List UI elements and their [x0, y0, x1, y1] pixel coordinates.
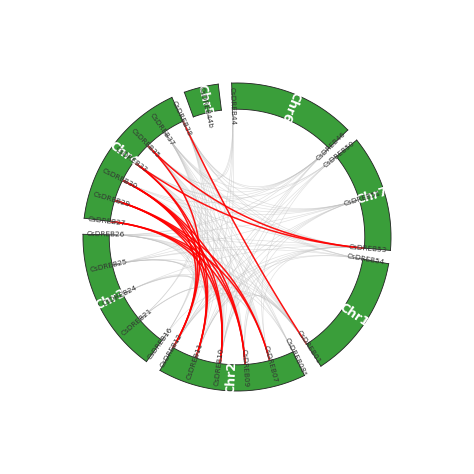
Text: Chr6: Chr6 — [278, 89, 302, 124]
Polygon shape — [337, 140, 391, 250]
Text: CsDREB38: CsDREB38 — [171, 100, 192, 137]
Text: CsDREB10: CsDREB10 — [214, 347, 225, 386]
Text: CsDREB01: CsDREB01 — [295, 329, 321, 365]
Text: Chr1: Chr1 — [337, 301, 372, 329]
Text: CsDREB44b: CsDREB44b — [198, 86, 214, 129]
Text: CsDREB35: CsDREB35 — [130, 128, 161, 159]
Text: Chr4: Chr4 — [106, 139, 140, 169]
Text: CsDREB07: CsDREB07 — [263, 345, 278, 383]
Text: Chr3: Chr3 — [93, 286, 128, 313]
Text: CsDREB08*: CsDREB08* — [283, 337, 307, 377]
Text: CsDREB37: CsDREB37 — [149, 112, 176, 146]
Text: CsDREB24: CsDREB24 — [101, 284, 138, 307]
Polygon shape — [84, 97, 183, 221]
Text: CsDREB30: CsDREB30 — [101, 168, 138, 190]
Polygon shape — [184, 84, 221, 117]
Text: CsDREB53: CsDREB53 — [348, 244, 387, 253]
Text: CsDREB27: CsDREB27 — [88, 216, 126, 226]
Text: Chr2: Chr2 — [225, 361, 239, 394]
Text: CsDREB26: CsDREB26 — [87, 231, 125, 238]
Text: CsDREB21: CsDREB21 — [120, 307, 154, 337]
Text: CsDREB16: CsDREB16 — [146, 326, 173, 360]
Polygon shape — [307, 259, 389, 366]
Text: CsDREB54: CsDREB54 — [347, 254, 385, 266]
Text: CsDREB12: CsDREB12 — [159, 333, 183, 369]
Text: CsDREB09: CsDREB09 — [241, 348, 249, 387]
Text: CsDREB46: CsDREB46 — [316, 130, 347, 161]
Text: CsDREB51: CsDREB51 — [343, 190, 382, 207]
Text: CsDREB44: CsDREB44 — [229, 87, 236, 125]
Text: CsDREB33: CsDREB33 — [114, 146, 148, 173]
Text: CsDREB25: CsDREB25 — [90, 259, 128, 273]
Polygon shape — [232, 83, 348, 148]
Text: CsDREB11: CsDREB11 — [186, 342, 204, 380]
Polygon shape — [160, 347, 304, 391]
Polygon shape — [83, 234, 162, 362]
Text: CsDREB29: CsDREB29 — [92, 191, 130, 208]
Text: Chr7: Chr7 — [354, 185, 390, 207]
Text: CsDREB50: CsDREB50 — [322, 140, 356, 169]
Text: Chr5: Chr5 — [194, 82, 214, 118]
